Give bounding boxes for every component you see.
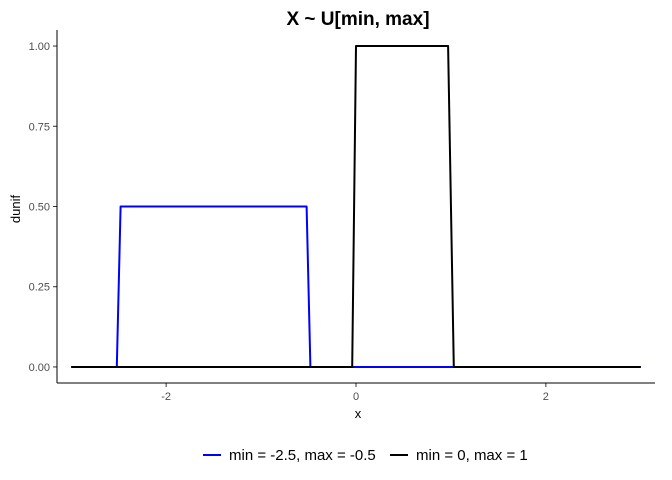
y-tick-label: 0.00 bbox=[29, 362, 50, 374]
y-tick-label: 0.25 bbox=[29, 282, 50, 294]
y-tick-label: 0.50 bbox=[29, 202, 50, 214]
y-tick-label: 1.00 bbox=[29, 41, 50, 53]
x-tick-label: 2 bbox=[543, 391, 549, 403]
legend: min = -2.5, max = -0.5 min = 0, max = 1 bbox=[203, 447, 528, 464]
series-line-2 bbox=[71, 45, 641, 368]
x-tick-label: 0 bbox=[353, 391, 359, 403]
y-axis-label: dunif bbox=[8, 195, 23, 224]
chart-title: X ~ U[min, max] bbox=[286, 9, 429, 30]
legend-label-series-1: min = -2.5, max = -0.5 bbox=[229, 447, 376, 464]
series-line-1 bbox=[71, 205, 641, 368]
series-layer bbox=[71, 45, 641, 368]
legend-label-series-2: min = 0, max = 1 bbox=[416, 447, 528, 464]
x-axis-ticks: -2 0 2 bbox=[161, 383, 549, 403]
y-axis-ticks: 0.00 0.25 0.50 0.75 1.00 bbox=[29, 41, 57, 374]
x-tick-label: -2 bbox=[161, 391, 171, 403]
y-tick-label: 0.75 bbox=[29, 121, 50, 133]
x-axis-label: x bbox=[355, 406, 362, 421]
